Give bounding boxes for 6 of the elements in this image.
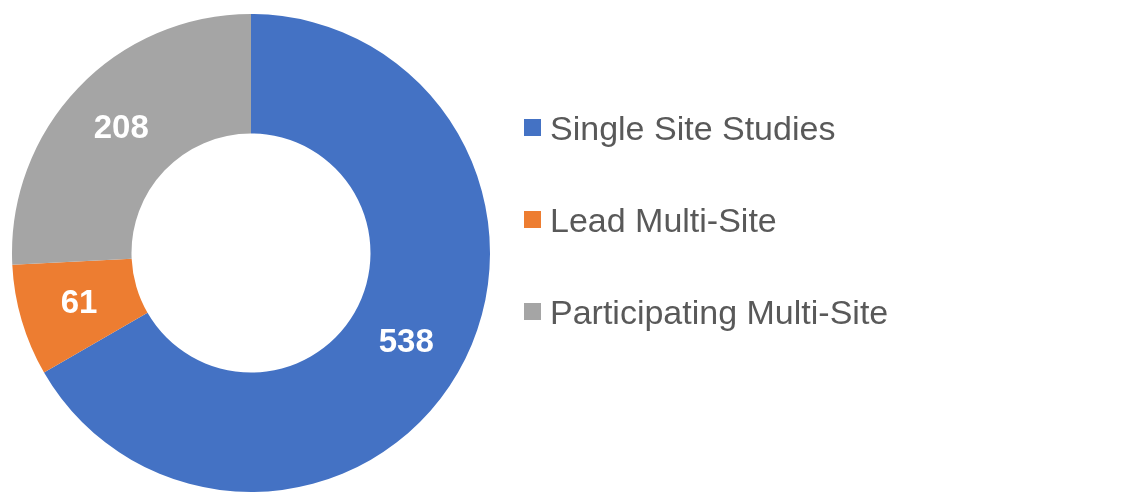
data-label: 208 [93,108,149,146]
legend-label: Single Site Studies [550,108,836,148]
legend-label: Lead Multi-Site [550,200,777,240]
legend-label: Participating Multi-Site [550,292,889,332]
data-label: 61 [60,282,98,320]
data-label: 538 [378,321,434,359]
